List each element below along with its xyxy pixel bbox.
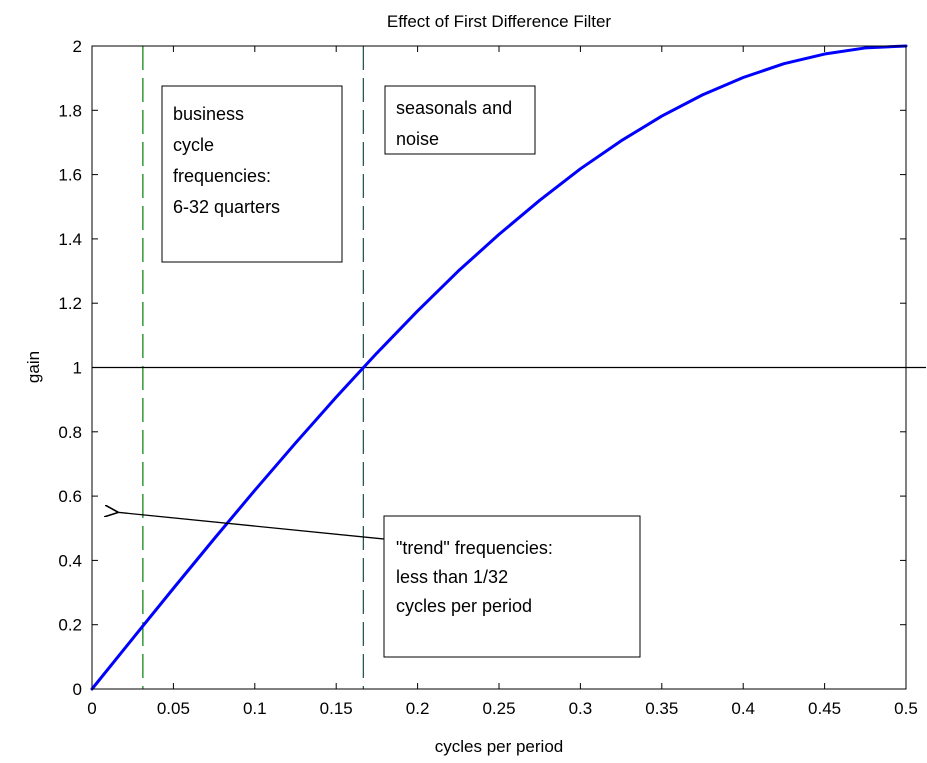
annotation-arrow <box>116 512 385 540</box>
annotation-line: noise <box>396 129 439 149</box>
annotation-business-cycle: business cycle frequencies: 6-32 quarter… <box>161 85 343 263</box>
annotation-line: seasonals and <box>396 98 512 118</box>
x-tick-label: 0.2 <box>406 699 430 718</box>
x-tick-label: 0.25 <box>482 699 515 718</box>
x-tick-label: 0 <box>87 699 96 718</box>
annotation-box <box>383 515 641 658</box>
y-tick-labels: 0 0.2 0.4 0.6 0.8 1 1.2 1.4 1.6 1.8 2 <box>58 37 82 699</box>
annotation-line: frequencies: <box>173 166 271 186</box>
annotation-trend: "trend" frequencies: less than 1/32 cycl… <box>116 512 641 658</box>
x-tick-label: 0.15 <box>320 699 353 718</box>
y-tick-label: 0.2 <box>58 616 82 635</box>
x-tick-label: 0.3 <box>569 699 593 718</box>
y-tick-label: 2 <box>73 37 82 56</box>
y-tick-label: 1.4 <box>58 230 82 249</box>
y-tick-label: 0.8 <box>58 423 82 442</box>
y-axis-label: gain <box>24 351 43 383</box>
y-tick-label: 0 <box>73 680 82 699</box>
x-tick-label: 0.4 <box>731 699 755 718</box>
y-tick-label: 0.6 <box>58 487 82 506</box>
x-tick-labels: 0 0.05 0.1 0.15 0.2 0.25 0.3 0.35 0.4 0.45 0.5 <box>87 699 918 718</box>
annotation-line: business <box>173 104 244 124</box>
x-tick-label: 0.5 <box>894 699 918 718</box>
plot-frame <box>91 45 907 690</box>
x-axis-label: cycles per period <box>435 737 564 756</box>
annotation-line: "trend" frequencies: <box>396 538 553 558</box>
annotation-line: cycle <box>173 135 214 155</box>
annotation-line: 6-32 quarters <box>173 197 280 217</box>
annotation-line: cycles per period <box>396 596 532 616</box>
x-tick-label: 0.1 <box>243 699 267 718</box>
annotation-box <box>384 85 536 155</box>
annotation-seasonals: seasonals and noise <box>384 85 536 155</box>
chart-title: Effect of First Difference Filter <box>387 12 612 31</box>
x-tick-label: 0.35 <box>645 699 678 718</box>
y-tick-label: 1 <box>73 359 82 378</box>
y-tick-label: 1.6 <box>58 166 82 185</box>
y-tick-label: 0.4 <box>58 551 82 570</box>
y-tick-label: 1.2 <box>58 294 82 313</box>
annotation-box <box>161 85 343 263</box>
annotation-line: less than 1/32 <box>396 567 508 587</box>
x-tick-label: 0.45 <box>808 699 841 718</box>
y-tick-label: 1.8 <box>58 101 82 120</box>
x-tick-label: 0.05 <box>157 699 190 718</box>
